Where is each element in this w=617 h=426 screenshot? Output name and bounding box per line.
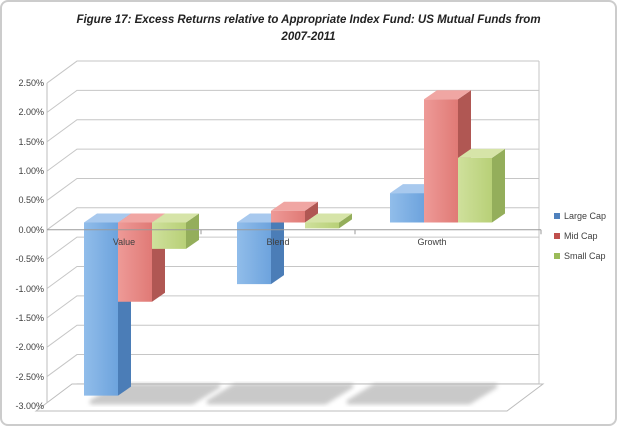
legend-label: Mid Cap [564,231,598,241]
legend-swatch-icon [554,253,560,259]
legend-label: Small Cap [564,251,606,261]
legend-label: Large Cap [564,211,607,221]
category-label: Value [112,237,136,247]
y-tick-label: -1.50% [15,312,44,323]
category-label: Blend [266,237,290,247]
y-tick-label: 0.00% [18,224,44,235]
legend-swatch-icon [554,213,560,219]
y-tick-label: 2.00% [18,107,44,118]
y-tick-label: -1.00% [15,283,44,294]
category-label: Growth [417,237,447,247]
legend-item: Mid Cap [554,226,606,246]
chart-title: Figure 17: Excess Returns relative to Ap… [2,12,615,47]
legend-swatch-icon [554,233,560,239]
y-tick-label: 2.50% [18,78,44,89]
chart-title-line1: Figure 17: Excess Returns relative to Ap… [76,14,541,26]
y-tick-label: 1.00% [18,166,44,177]
y-tick-label: 0.50% [18,195,44,206]
legend-item: Small Cap [554,246,606,266]
legend-item: Large Cap [554,206,606,226]
y-tick-label: -0.50% [15,254,44,265]
y-tick-label: 1.50% [18,136,44,147]
y-tick-label: -3.00% [15,400,44,411]
y-tick-label: -2.50% [15,371,44,382]
chart-title-line2: 2007-2011 [281,31,336,44]
y-tick-label: -2.00% [15,342,44,353]
legend: Large Cap Mid Cap Small Cap [554,206,606,266]
